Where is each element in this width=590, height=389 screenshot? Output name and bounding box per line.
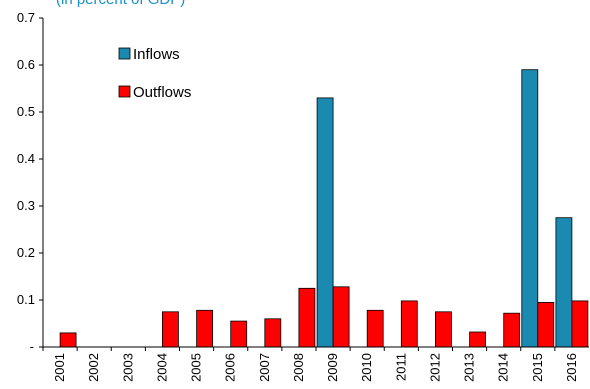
bar-outflows-2013 — [469, 331, 487, 348]
x-tick-label: 2013 — [462, 353, 477, 382]
bar-outflows-2014 — [503, 312, 521, 348]
y-tick-label: - — [30, 339, 34, 354]
x-tick-label: 2006 — [223, 353, 238, 382]
bar-outflows-2008 — [298, 287, 316, 348]
bar-outflows-2016 — [571, 300, 589, 348]
y-tick-label: 0.7 — [17, 10, 35, 25]
bar-outflows-2006 — [230, 320, 248, 348]
x-tick-labels: 2001 2002 2003 2004 2005 2006 2007 2008 2009 2010… — [42, 347, 579, 382]
x-tick-label: 2012 — [427, 353, 442, 382]
x-tick-label: 2004 — [154, 353, 169, 382]
x-tick-label: 2016 — [564, 353, 579, 382]
bar-inflows-2016 — [555, 217, 573, 348]
x-tick-label: 2001 — [52, 353, 67, 382]
x-tick-label: 2014 — [496, 353, 511, 382]
legend: Inflows Outflows — [118, 46, 191, 101]
bar-outflows-2012 — [434, 311, 452, 348]
bar-outflows-2011 — [400, 300, 418, 348]
x-tick-label: 2008 — [291, 353, 306, 382]
x-tick-label: 2005 — [189, 353, 204, 382]
x-tick-label: 2007 — [257, 353, 272, 382]
x-tick-label: 2010 — [359, 353, 374, 382]
bar-outflows-2007 — [264, 318, 282, 348]
x-tick-label: 2003 — [120, 353, 135, 382]
y-tick-label: 0.4 — [17, 151, 35, 166]
legend-swatch-inflows — [118, 47, 131, 60]
bar-inflows-2015 — [521, 69, 539, 348]
legend-swatch-outflows — [118, 85, 131, 98]
x-tick-label: 2015 — [530, 353, 545, 382]
bar-outflows-2009 — [332, 286, 350, 348]
y-tick-label: 0.5 — [17, 104, 35, 119]
bar-outflows-2005 — [196, 309, 214, 348]
bar-inflows-2009 — [316, 97, 334, 348]
y-tick-label: 0.1 — [17, 292, 35, 307]
y-tick-labels: - 0.1 0.2 0.3 0.4 0.5 0.6 0.7 — [17, 10, 43, 354]
y-tick-label: 0.2 — [17, 245, 35, 260]
bars-group — [59, 69, 589, 348]
bar-outflows-2001 — [59, 332, 77, 348]
x-tick-label: 2002 — [86, 353, 101, 382]
chart-subtitle: (in percent of GDP) — [56, 0, 185, 8]
legend-label-inflows: Inflows — [133, 46, 180, 63]
bar-outflows-2015 — [537, 301, 555, 348]
bar-outflows-2010 — [366, 309, 384, 348]
legend-label-outflows: Outflows — [133, 84, 191, 101]
bar-outflows-2004 — [161, 311, 179, 348]
x-tick-label: 2009 — [325, 353, 340, 382]
x-tick-label: 2011 — [393, 353, 408, 381]
y-tick-label: 0.6 — [17, 57, 35, 72]
y-tick-label: 0.3 — [17, 198, 35, 213]
